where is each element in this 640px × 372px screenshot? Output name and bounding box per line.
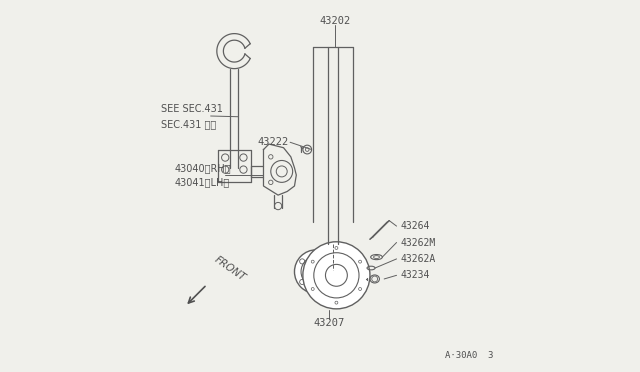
- Text: A·30A0  3: A·30A0 3: [445, 351, 493, 360]
- Text: 43222: 43222: [258, 137, 289, 147]
- Circle shape: [303, 242, 370, 309]
- Text: 43040〈RH〉: 43040〈RH〉: [174, 163, 231, 173]
- Text: 43041〈LH〉: 43041〈LH〉: [174, 177, 229, 187]
- Circle shape: [294, 250, 338, 294]
- Text: 43262A: 43262A: [400, 254, 435, 264]
- Text: 43234: 43234: [400, 270, 429, 280]
- Text: 43264: 43264: [400, 221, 429, 231]
- Text: FRONT: FRONT: [212, 254, 247, 283]
- Text: 43202: 43202: [319, 16, 350, 26]
- Text: SEC.431 参照: SEC.431 参照: [161, 119, 217, 129]
- Text: SEE SEC.431: SEE SEC.431: [161, 105, 223, 115]
- Text: 43207: 43207: [314, 318, 345, 328]
- Text: 43262M: 43262M: [400, 237, 435, 247]
